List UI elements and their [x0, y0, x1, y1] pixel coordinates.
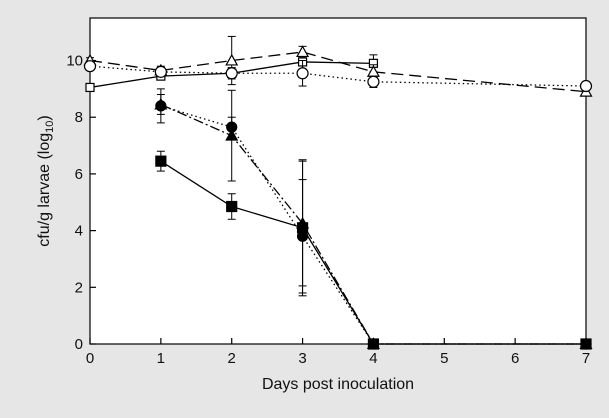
series-2-line — [89, 65, 587, 87]
y-tick-label-3: 6 — [75, 166, 83, 183]
series-5-point-3 — [366, 337, 380, 349]
series-5-point-2 — [296, 216, 310, 229]
x-tick-label-0: 0 — [86, 350, 94, 367]
series-layer — [83, 35, 593, 350]
series-2-point-2 — [225, 67, 238, 80]
series-5-point-1 — [225, 128, 239, 141]
x-tick-label-2: 2 — [228, 350, 236, 367]
series-2-point-4 — [367, 75, 380, 88]
x-tick-label-5: 5 — [440, 350, 448, 367]
series-5-point-0 — [154, 97, 168, 110]
series-3-point-1 — [226, 200, 238, 213]
series-5 — [154, 89, 593, 349]
y-axis-title-subscript: 10 — [44, 121, 56, 133]
series-2-point-0 — [83, 60, 97, 73]
series-2-point-5 — [579, 79, 593, 93]
x-tick-label-3: 3 — [298, 350, 306, 367]
series-2-point-3 — [296, 67, 309, 80]
series-1-point-2 — [225, 53, 239, 66]
series-1-line — [89, 51, 587, 93]
y-tick-label-5: 10 — [66, 53, 83, 70]
x-tick-label-7: 7 — [582, 350, 590, 367]
series-2 — [83, 60, 593, 93]
series-2-point-1 — [154, 65, 167, 78]
y-axis-title-close: ) — [36, 115, 53, 120]
x-tick-label-6: 6 — [511, 350, 519, 367]
series-3-point-0 — [155, 155, 167, 167]
series-0-point-0 — [85, 82, 95, 93]
y-axis-title-main: cfu/g larvae (log — [36, 133, 53, 247]
x-axis-title: Days post inoculation — [262, 376, 414, 393]
series-1-point-3 — [296, 45, 310, 58]
y-tick-label-1: 2 — [75, 279, 83, 296]
y-tick-label-0: 0 — [75, 336, 83, 353]
y-tick-label-2: 4 — [75, 223, 83, 240]
y-tick-label-4: 8 — [75, 109, 83, 126]
series-5-line — [160, 103, 586, 345]
plot-area — [89, 17, 587, 345]
axes: 0 1 2 3 4 5 6 7 0 2 4 6 8 10 — [66, 53, 590, 367]
y-axis-title: cfu/g larvae (log10) — [36, 115, 56, 246]
x-tick-label-1: 1 — [157, 350, 165, 367]
x-tick-label-4: 4 — [369, 350, 377, 367]
series-5-point-4 — [579, 337, 593, 349]
